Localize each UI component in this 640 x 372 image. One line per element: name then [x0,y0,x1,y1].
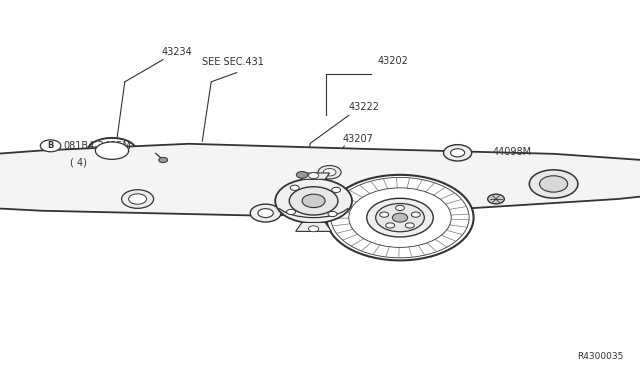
Circle shape [290,185,299,190]
Ellipse shape [88,138,136,163]
Circle shape [529,170,578,198]
Text: R4300035: R4300035 [578,352,624,361]
Circle shape [308,226,319,232]
Circle shape [451,149,465,157]
Circle shape [412,212,420,217]
Circle shape [405,223,414,228]
Circle shape [488,194,504,204]
Polygon shape [296,222,332,231]
Circle shape [392,213,408,222]
Text: 43222: 43222 [349,102,380,112]
Text: 43202: 43202 [378,56,408,66]
Text: ( 4): ( 4) [70,157,86,167]
Circle shape [287,209,296,215]
Text: 44098M: 44098M [493,147,532,157]
Text: 081B4-2405M: 081B4-2405M [63,141,131,151]
Circle shape [386,223,395,228]
Circle shape [331,177,469,258]
Circle shape [258,209,273,218]
Circle shape [122,190,154,208]
Polygon shape [298,173,330,179]
Text: SEE SEC.431: SEE SEC.431 [202,57,264,67]
Polygon shape [0,144,640,216]
Circle shape [326,175,474,260]
Circle shape [540,176,568,192]
Circle shape [323,169,336,176]
Circle shape [318,166,341,179]
Circle shape [332,187,340,192]
Circle shape [275,179,352,223]
Text: 43207: 43207 [342,134,373,144]
Circle shape [289,187,338,215]
Text: B: B [47,141,54,150]
Circle shape [308,173,319,179]
Circle shape [129,194,147,204]
Circle shape [159,157,168,163]
Circle shape [302,194,325,208]
Circle shape [444,145,472,161]
Circle shape [250,204,281,222]
Circle shape [296,171,308,178]
Circle shape [349,188,451,247]
Circle shape [376,203,424,232]
Circle shape [396,205,404,211]
Circle shape [367,198,433,237]
Circle shape [40,140,61,152]
Circle shape [328,211,337,217]
Text: 43234: 43234 [161,46,192,57]
Circle shape [380,212,388,217]
Ellipse shape [95,142,129,159]
